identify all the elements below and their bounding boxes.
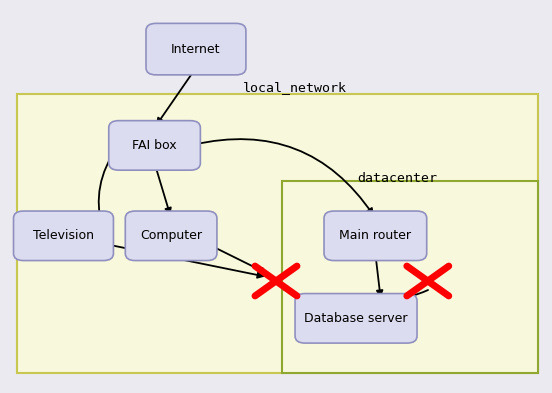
FancyBboxPatch shape (146, 24, 246, 75)
FancyBboxPatch shape (282, 181, 538, 373)
Text: datacenter: datacenter (358, 172, 437, 185)
Text: Television: Television (33, 229, 94, 242)
Text: Computer: Computer (140, 229, 202, 242)
FancyBboxPatch shape (109, 121, 200, 170)
FancyBboxPatch shape (324, 211, 427, 261)
FancyBboxPatch shape (14, 211, 114, 261)
FancyBboxPatch shape (125, 211, 217, 261)
Text: Database server: Database server (304, 312, 408, 325)
FancyBboxPatch shape (17, 94, 538, 373)
FancyBboxPatch shape (295, 294, 417, 343)
Text: Internet: Internet (171, 42, 221, 56)
Text: Main router: Main router (339, 229, 411, 242)
Text: FAI box: FAI box (132, 139, 177, 152)
Text: local_network: local_network (243, 81, 347, 94)
